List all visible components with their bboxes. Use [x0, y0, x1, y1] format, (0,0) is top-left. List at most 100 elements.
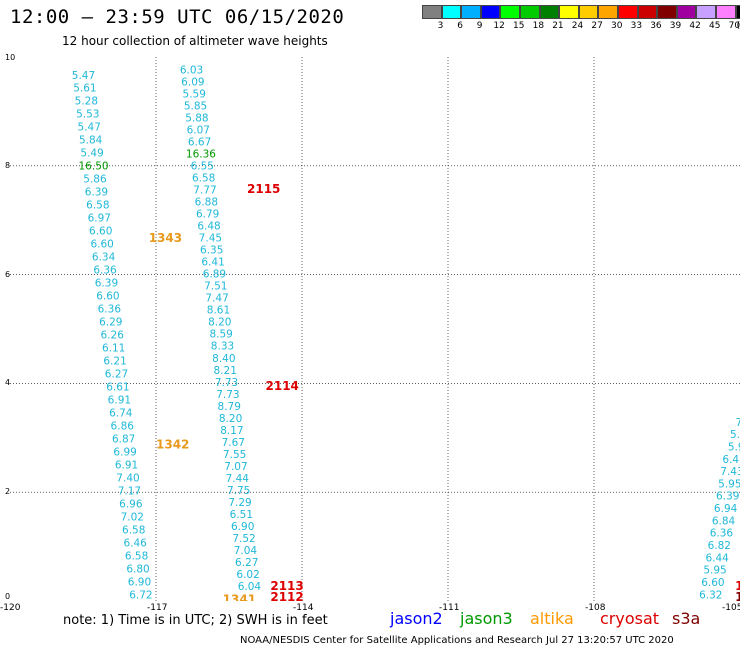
- satellite-legend-item: jason2: [390, 609, 443, 628]
- pass-time-label: 1: [735, 590, 740, 601]
- y-tick-label: 10: [5, 53, 16, 62]
- track-c-value: 6.39: [716, 491, 739, 503]
- track-a-value: 6.87: [112, 433, 135, 445]
- track-a-value: 5.49: [80, 148, 103, 160]
- x-tick-label: -117: [147, 603, 168, 613]
- track-a-value: 6.80: [126, 563, 149, 575]
- track-b-value: 6.27: [235, 557, 258, 569]
- color-scale-label: 33: [630, 21, 643, 31]
- track-c-value: 6.44: [705, 552, 729, 564]
- track-b-value: 7.04: [234, 545, 258, 557]
- track-a-value: 6.60: [90, 239, 113, 251]
- track-c-value: 5.95: [718, 478, 740, 490]
- color-swatch: [598, 5, 618, 19]
- pass-time-label: 2115: [247, 182, 280, 196]
- color-swatch: [715, 5, 736, 19]
- color-scale-label: 27: [591, 21, 603, 31]
- pass-time-label: 2112: [270, 590, 303, 601]
- track-a-value: 6.36: [93, 265, 117, 277]
- track-b-value: 8.79: [218, 401, 241, 413]
- track-c-value: 6.43: [722, 454, 740, 466]
- track-a-value: 5.47: [78, 122, 101, 134]
- satellite-legend-item: s3a: [672, 609, 701, 628]
- y-tick-label: 6: [5, 269, 11, 279]
- track-a-value: 5.61: [73, 83, 96, 95]
- color-scale-label: 70: [728, 21, 740, 31]
- track-a-value: 7.40: [116, 472, 139, 484]
- satellite-legend-item: jason3: [460, 609, 513, 628]
- track-a-value: 6.91: [115, 459, 138, 471]
- track-a-value: 6.39: [85, 187, 108, 199]
- color-scale-label: 24: [571, 21, 584, 31]
- track-b-value: 6.79: [196, 209, 219, 221]
- pass-time-label: 1343: [149, 231, 182, 245]
- track-b-value: 7.67: [222, 437, 245, 449]
- color-scale-label: 9: [476, 21, 483, 31]
- track-b-value: 6.48: [197, 221, 220, 233]
- track-a-value: 6.27: [105, 368, 128, 380]
- track-c-value: 7.43: [720, 466, 740, 478]
- track-b-value: 6.09: [181, 76, 204, 88]
- satellite-legend-item: altika: [530, 609, 574, 628]
- track-b-value: 7.44: [226, 473, 250, 485]
- track-b-value: 8.40: [212, 353, 235, 365]
- x-tick-label: -114: [293, 603, 314, 613]
- x-tick-label: -105: [722, 603, 740, 613]
- track-b-value: 7.45: [199, 233, 222, 245]
- track-a-value: 6.21: [103, 355, 126, 367]
- track-b-value: 6.07: [187, 124, 210, 136]
- track-b-value: 6.88: [195, 197, 218, 209]
- track-b-value: 7.73: [215, 377, 238, 389]
- color-scale-unit: (ft): [736, 21, 740, 31]
- color-swatch: [735, 5, 740, 19]
- track-a-value: 6.97: [88, 213, 111, 225]
- pass-time-label: 1: [735, 579, 740, 593]
- track-b-value: 8.33: [211, 341, 234, 353]
- track-a-value: 16.50: [79, 161, 109, 173]
- color-swatch: [578, 5, 599, 19]
- track-a-value: 6.46: [123, 537, 147, 549]
- color-scale-label: 12: [493, 21, 505, 31]
- color-swatch: [480, 5, 501, 19]
- color-scale: [422, 5, 740, 20]
- track-b-value: 6.51: [230, 509, 253, 521]
- track-b-value: 7.77: [193, 185, 216, 197]
- track-a-value: 6.99: [113, 446, 136, 458]
- track-b-value: 8.21: [214, 365, 237, 377]
- map-plot-area: 5.47 5.61 5.28 5.53 5.47 5.84 5.49 16.50 5.86 6.3…: [10, 57, 740, 601]
- track-b-value: 6.55: [191, 160, 214, 172]
- track-c-value: 7.: [735, 417, 740, 429]
- x-tick-label: -120: [0, 603, 21, 613]
- track-b-value: 8.20: [219, 413, 242, 425]
- x-tick-label: -111: [439, 603, 460, 613]
- color-swatch: [519, 5, 540, 19]
- pass-time-label: 2113: [270, 579, 303, 593]
- track-b-value: 7.29: [228, 497, 251, 509]
- y-tick-label: 2: [5, 487, 11, 497]
- track-a-value: 6.58: [125, 550, 148, 562]
- track-b-value: 6.41: [201, 257, 224, 269]
- color-scale-label: 15: [513, 21, 525, 31]
- color-scale-label: 42: [689, 21, 701, 31]
- track-b-value: 8.61: [207, 305, 230, 317]
- track-a-value: 6.58: [86, 200, 109, 212]
- track-a-value: 5.53: [76, 109, 99, 121]
- pass-time-label: 2114: [266, 379, 299, 393]
- color-swatch: [637, 5, 658, 19]
- color-scale-label: 6: [457, 21, 463, 31]
- track-b-value: 6.04: [238, 581, 262, 593]
- track-b-value: 8.59: [209, 329, 232, 341]
- track-c-value: 6.84: [712, 515, 736, 527]
- track-b-value: 7.07: [224, 461, 247, 473]
- track-b-value: 5.88: [185, 112, 208, 124]
- track-a-value: 5.86: [83, 174, 107, 186]
- track-a-value: 5.28: [75, 96, 98, 108]
- track-b-value: 7.73: [216, 389, 239, 401]
- track-a-value: 7.02: [121, 511, 144, 523]
- track-b-value: 7.51: [204, 281, 227, 293]
- color-swatch: [441, 5, 462, 19]
- color-scale-label: 3: [437, 21, 444, 31]
- track-a-value: 6.26: [101, 330, 125, 342]
- track-a-value: 6.11: [102, 343, 125, 355]
- track-a-value: 6.36: [98, 304, 122, 316]
